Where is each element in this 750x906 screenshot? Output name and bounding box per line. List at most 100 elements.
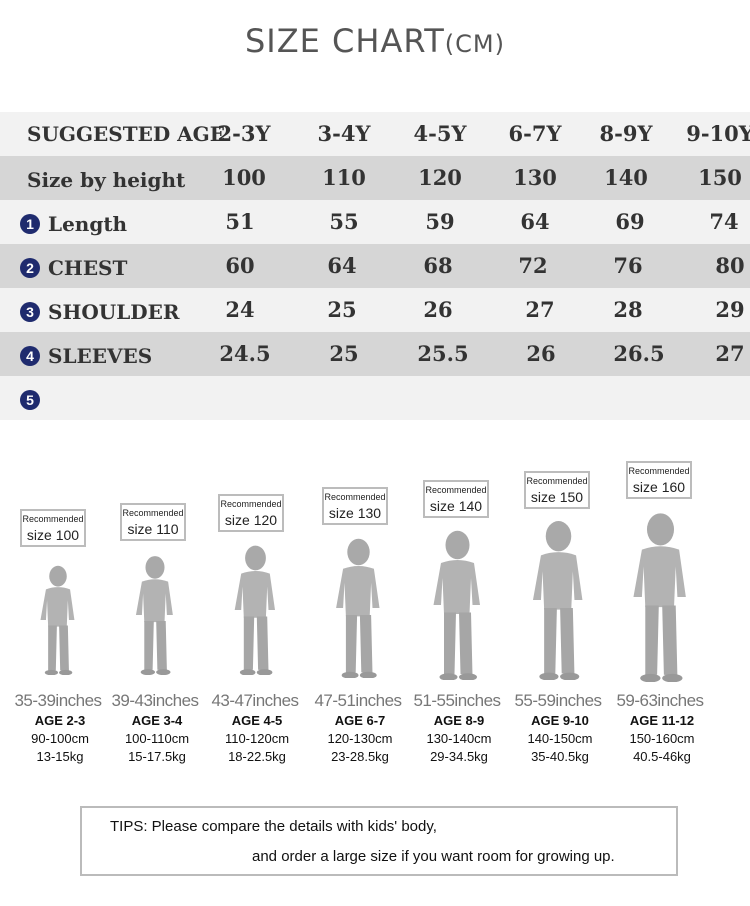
recommended-size-box: Recommended size 160 [626, 461, 692, 499]
number-badge: 2 [20, 257, 40, 278]
table-row: 4 SLEEVES 24.5 25 25.5 26 26.5 27 [0, 332, 750, 376]
child-silhouette-icon [625, 512, 696, 682]
figure-height: 120-130cm [327, 731, 393, 746]
height-inches: 47-51inches [314, 691, 402, 710]
title-main: SIZE CHART [244, 22, 445, 60]
table-row: Size by height 100 110 120 130 140 150 [0, 156, 750, 200]
table-row: 1 Length 51 55 59 64 69 74 [0, 200, 750, 244]
header-label: SUGGESTED AGE [27, 122, 226, 146]
child-silhouette-icon [35, 565, 81, 675]
table-cell: 25 [327, 297, 357, 322]
table-cell: 76 [613, 253, 643, 278]
recommended-label: Recommended [122, 508, 184, 518]
table-cell: 26 [526, 341, 556, 366]
table-cell: 64 [520, 209, 550, 234]
recommended-size: size 140 [429, 498, 483, 514]
table-cell: 64 [327, 253, 357, 278]
recommended-label: Recommended [425, 485, 487, 495]
figure-info: AGE 8-9 130-140cm 29-34.5kg [409, 712, 509, 766]
figure-weight: 18-22.5kg [228, 749, 286, 764]
figure-age: AGE 8-9 [433, 713, 485, 728]
recommended-label: Recommended [324, 492, 386, 502]
child-silhouette-icon [130, 555, 180, 675]
row-label: 5 [0, 376, 48, 420]
height-inches: 55-59inches [514, 691, 602, 710]
table-row: 5 [0, 376, 750, 420]
table-cell: 26 [423, 297, 453, 322]
row-label: 1 Length [0, 200, 127, 244]
table-cell: 27 [715, 341, 745, 366]
recommended-size-box: Recommended size 150 [524, 471, 590, 509]
child-silhouette-icon [426, 530, 489, 680]
figure-age: AGE 11-12 [629, 713, 695, 728]
table-cell: 69 [615, 209, 645, 234]
recommended-size: size 100 [26, 527, 80, 543]
table-cell: 55 [329, 209, 359, 234]
table-cell: 25.5 [417, 341, 469, 366]
header-cell: 4-5Y [413, 121, 467, 146]
tips-line-1: TIPS: Please compare the details with ki… [110, 818, 437, 835]
table-cell: 150 [698, 165, 742, 190]
figure-height: 150-160cm [629, 731, 695, 746]
figure-info: AGE 11-12 150-160cm 40.5-46kg [612, 712, 712, 766]
figure-age: AGE 2-3 [34, 713, 86, 728]
figure-age: AGE 3-4 [131, 713, 183, 728]
recommended-label: Recommended [628, 466, 690, 476]
table-cell: 24.5 [219, 341, 271, 366]
header-cell: 2-3Y [217, 121, 271, 146]
figure-weight: 40.5-46kg [633, 749, 691, 764]
figure-height: 140-150cm [527, 731, 593, 746]
recommended-size-box: Recommended size 100 [20, 509, 86, 547]
table-cell: 29 [715, 297, 745, 322]
recommended-label: Recommended [526, 476, 588, 486]
table-cell: 140 [604, 165, 648, 190]
table-cell: 28 [613, 297, 643, 322]
table-cell: 27 [525, 297, 555, 322]
table-cell: 120 [418, 165, 462, 190]
number-badge: 1 [20, 213, 40, 234]
figure-info: AGE 6-7 120-130cm 23-28.5kg [310, 712, 410, 766]
child-silhouette-icon [525, 520, 592, 680]
figure-height: 90-100cm [31, 731, 89, 746]
table-cell: 68 [423, 253, 453, 278]
figure-weight: 15-17.5kg [128, 749, 186, 764]
number-badge: 3 [20, 301, 40, 322]
header-cell: 6-7Y [508, 121, 562, 146]
tips-line-2: and order a large size if you want room … [252, 848, 615, 865]
tips-box: TIPS: Please compare the details with ki… [80, 806, 678, 876]
row-label: 3 SHOULDER [0, 288, 179, 332]
recommended-size-box: Recommended size 120 [218, 494, 284, 532]
figure-weight: 23-28.5kg [331, 749, 389, 764]
table-cell: 72 [518, 253, 548, 278]
height-inches: 39-43inches [111, 691, 199, 710]
height-inches: 43-47inches [211, 691, 299, 710]
table-cell: 25 [329, 341, 359, 366]
row-label: Size by height [27, 167, 186, 192]
child-silhouette-icon [228, 545, 283, 675]
recommended-size: size 150 [530, 489, 584, 505]
title-unit: (CM) [444, 30, 505, 58]
figure-info: AGE 9-10 140-150cm 35-40.5kg [510, 712, 610, 766]
row-label: 2 CHEST [0, 244, 127, 288]
figure-weight: 29-34.5kg [430, 749, 488, 764]
size-table: SUGGESTED AGE 2-3Y 3-4Y 4-5Y 6-7Y 8-9Y 9… [0, 112, 750, 420]
figure-height: 130-140cm [426, 731, 492, 746]
recommended-size-box: Recommended size 140 [423, 480, 489, 518]
table-cell: 59 [425, 209, 455, 234]
figure-weight: 35-40.5kg [531, 749, 589, 764]
figure-weight: 13-15kg [36, 749, 84, 764]
page-title: SIZE CHART(CM) [0, 22, 750, 60]
recommended-size: size 110 [127, 521, 179, 537]
table-cell: 110 [322, 165, 366, 190]
figure-age: AGE 9-10 [531, 713, 589, 728]
recommended-size: size 130 [328, 505, 382, 521]
table-cell: 51 [225, 209, 255, 234]
table-cell: 130 [513, 165, 557, 190]
figure-info: AGE 2-3 90-100cm 13-15kg [10, 712, 110, 766]
table-header-row: SUGGESTED AGE 2-3Y 3-4Y 4-5Y 6-7Y 8-9Y 9… [0, 112, 750, 156]
table-cell: 100 [222, 165, 266, 190]
table-cell: 74 [709, 209, 739, 234]
header-cell: 8-9Y [599, 121, 653, 146]
figure-age: AGE 4-5 [231, 713, 283, 728]
recommended-label: Recommended [220, 499, 282, 509]
